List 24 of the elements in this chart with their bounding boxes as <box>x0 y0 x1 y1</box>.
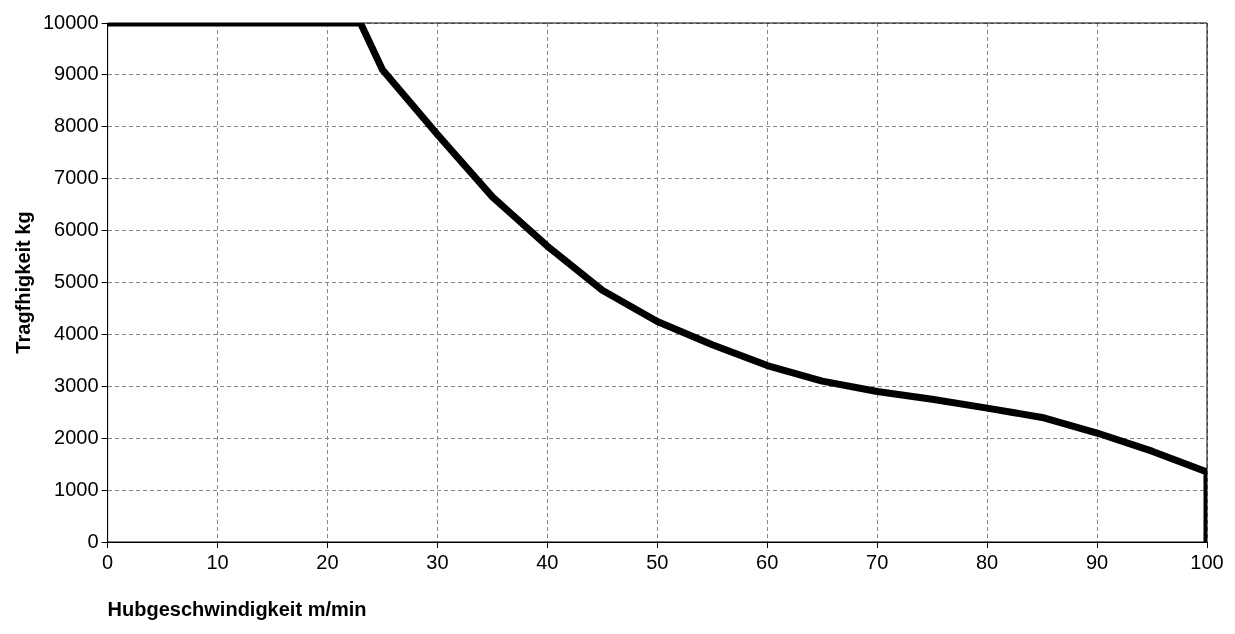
y-tick-label: 3000 <box>54 373 99 396</box>
x-tick-label: 100 <box>1190 550 1224 573</box>
y-tick-label: 2000 <box>54 425 99 448</box>
x-tick-label: 50 <box>646 550 669 573</box>
x-tick-label: 80 <box>976 550 999 573</box>
x-tick-label: 20 <box>316 550 339 573</box>
y-tick-label: 7000 <box>54 166 99 189</box>
x-tick-label: 10 <box>206 550 229 573</box>
y-tick-label: 4000 <box>54 321 99 344</box>
y-tick-label: 8000 <box>54 114 99 137</box>
x-tick-label: 0 <box>102 550 114 573</box>
x-tick-label: 90 <box>1085 550 1109 573</box>
y-tick-label: 0 <box>87 529 99 552</box>
y-tick-label: 10000 <box>42 10 99 33</box>
y-tick-label: 1000 <box>54 477 99 500</box>
x-tick-label: 60 <box>756 550 779 573</box>
y-tick-label: 9000 <box>54 62 99 85</box>
x-tick-label: 40 <box>536 550 559 573</box>
y-axis-title: Tragfhigkeit kg <box>11 211 34 354</box>
x-tick-label: 30 <box>426 550 449 573</box>
x-axis-title: Hubgeschwindigkeit m/min <box>107 597 367 620</box>
x-tick-label: 70 <box>866 550 889 573</box>
y-tick-label: 5000 <box>54 270 99 293</box>
y-tick-label: 6000 <box>54 218 99 241</box>
